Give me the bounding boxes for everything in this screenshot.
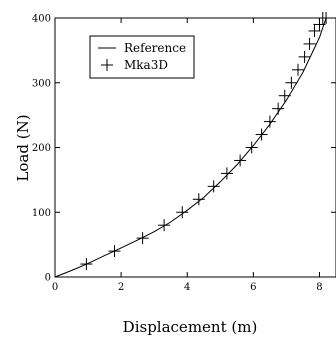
data-point-mka3d-0 bbox=[80, 258, 93, 271]
data-point-mka3d-12 bbox=[272, 102, 285, 115]
x-axis-title: Displacement (m) bbox=[123, 318, 258, 336]
x-tick-label-1: 2 bbox=[118, 282, 124, 293]
data-point-mka3d-5 bbox=[192, 193, 205, 206]
y-tick-label-0: 0 bbox=[45, 273, 51, 284]
data-point-mka3d-1 bbox=[108, 245, 121, 258]
y-tick-label-3: 300 bbox=[32, 78, 51, 89]
x-tick-label-2: 4 bbox=[184, 282, 190, 293]
data-point-mka3d-3 bbox=[158, 219, 171, 232]
data-point-mka3d-19 bbox=[313, 18, 326, 31]
y-axis-title: Load (N) bbox=[14, 114, 32, 181]
x-tick-label-4: 8 bbox=[316, 282, 322, 293]
y-tick-label-2: 200 bbox=[32, 143, 51, 154]
data-point-mka3d-2 bbox=[136, 232, 149, 245]
data-point-mka3d-14 bbox=[285, 76, 298, 89]
data-point-mka3d-8 bbox=[234, 154, 247, 167]
data-point-mka3d-18 bbox=[308, 24, 321, 37]
series-layer bbox=[54, 12, 333, 278]
legend-label-mka3d: Mka3D bbox=[124, 58, 168, 72]
y-axis-ticks: 0 100 200 300 400 bbox=[32, 14, 336, 284]
data-point-mka3d-9 bbox=[245, 141, 258, 154]
legend-marker-mka3d bbox=[101, 59, 113, 71]
data-point-mka3d-21 bbox=[320, 12, 333, 24]
data-point-mka3d-10 bbox=[255, 128, 268, 141]
data-point-mka3d-15 bbox=[291, 63, 304, 76]
x-tick-label-0: 0 bbox=[52, 282, 58, 293]
y-tick-label-4: 400 bbox=[32, 14, 51, 25]
data-point-mka3d-11 bbox=[263, 115, 276, 128]
data-point-mka3d-4 bbox=[176, 206, 189, 219]
data-point-mka3d-7 bbox=[220, 167, 233, 180]
data-point-mka3d-6 bbox=[207, 180, 220, 193]
data-point-mka3d-13 bbox=[278, 89, 291, 102]
y-tick-label-1: 100 bbox=[32, 208, 51, 219]
x-axis-ticks: 0 2 4 6 8 bbox=[52, 18, 323, 293]
data-point-mka3d-17 bbox=[303, 37, 316, 50]
data-point-mka3d-16 bbox=[298, 50, 311, 63]
legend: Reference Mka3D bbox=[89, 35, 195, 79]
legend-label-reference: Reference bbox=[124, 41, 186, 55]
x-tick-label-3: 6 bbox=[250, 282, 256, 293]
